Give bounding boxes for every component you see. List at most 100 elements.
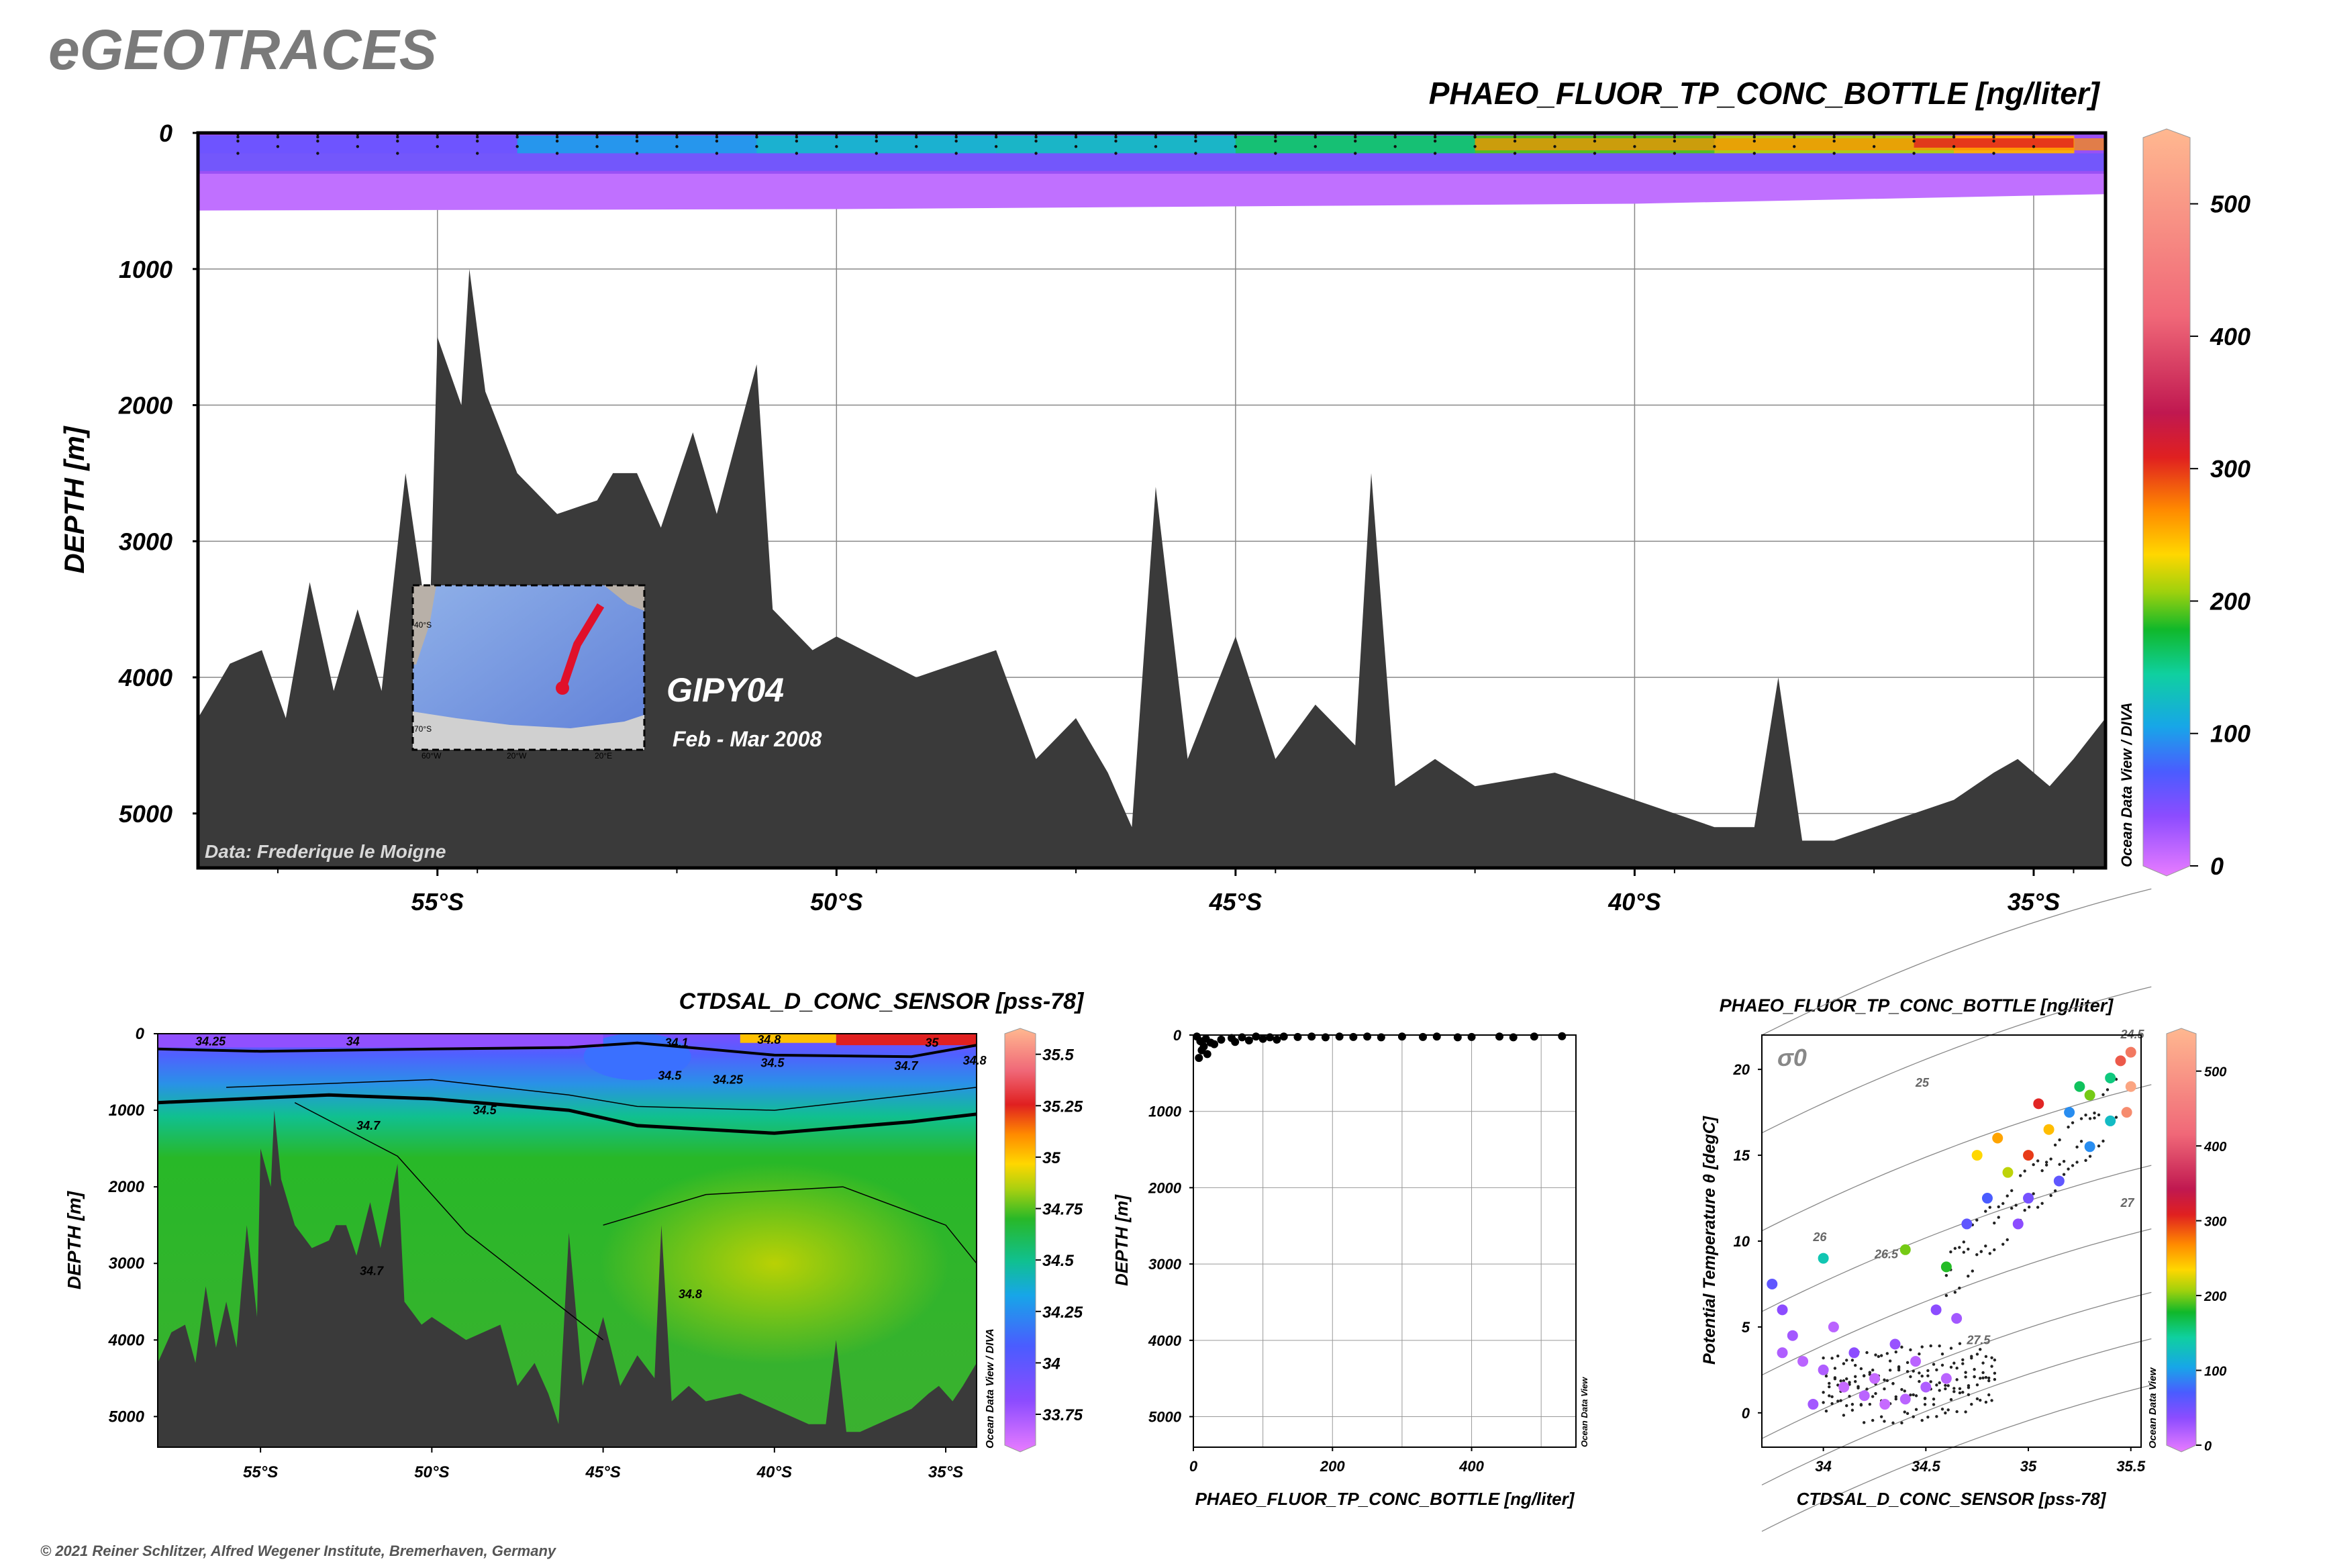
- ts-black-point: [1836, 1400, 1840, 1403]
- ts-black-point: [2040, 1169, 2044, 1173]
- main-x-tick-label-4: 35°S: [2008, 888, 2060, 916]
- ts-black-point: [1824, 1374, 1828, 1378]
- salinity-y-tick-label-4: 4000: [108, 1331, 145, 1349]
- ts-black-point: [2058, 1138, 2061, 1142]
- ts-point-26: [2023, 1193, 2034, 1204]
- ts-black-point: [1903, 1410, 1906, 1414]
- depth-scatter-x-axis-label: PHAEO_FLUOR_TP_CONC_BOTTLE [ng/liter]: [1195, 1489, 1575, 1509]
- ts-x-tick-label-1: 34.5: [1912, 1458, 1941, 1475]
- ts-isopycnal-3: [1761, 1165, 2152, 1312]
- ts-black-point: [1981, 1376, 1985, 1379]
- main-station-sample-37-3: [1713, 145, 1716, 148]
- depth-scatter-point-6: [1217, 1035, 1226, 1044]
- ts-black-point: [1909, 1375, 1912, 1379]
- ts-point-17: [1981, 1193, 1993, 1204]
- ts-black-point: [1888, 1369, 1892, 1372]
- ts-black-point: [2001, 1242, 2005, 1246]
- ts-point-24: [2115, 1055, 2126, 1067]
- main-station-sample-38-2: [1752, 139, 1756, 143]
- main-field-surface-cell-3: [996, 136, 1236, 154]
- ts-isopycnal-0: [1761, 888, 2152, 1036]
- ts-black-point: [1918, 1371, 1921, 1375]
- ts-black-point: [1871, 1395, 1875, 1398]
- main-station-sample-35-1: [1633, 135, 1636, 139]
- main-field-surface-cell-2: [756, 136, 997, 154]
- ts-black-point: [2075, 1161, 2079, 1164]
- main-section-panel: PHAEO_FLUOR_TP_CONC_BOTTLE [ng/liter] 0 1…: [58, 76, 2250, 916]
- inset-map-label-lat-bottom: 70°S: [414, 724, 432, 734]
- main-station-sample-10-2: [635, 139, 639, 143]
- ts-black-point: [1830, 1357, 1834, 1360]
- depth-scatter-point-26: [1530, 1032, 1538, 1041]
- main-station-sample-25-3: [1234, 145, 1238, 148]
- ts-black-point: [1975, 1253, 1979, 1257]
- main-station-sample-35-3: [1633, 145, 1636, 148]
- ts-black-point: [1962, 1240, 1966, 1244]
- ts-black-point: [1975, 1383, 1979, 1387]
- main-station-sample-7-3: [515, 145, 519, 148]
- ts-black-point: [1845, 1359, 1848, 1362]
- ts-black-point: [1926, 1369, 1930, 1373]
- ts-black-point: [1885, 1352, 1889, 1355]
- ts-point-42: [1818, 1253, 1829, 1264]
- depth-scatter-x-tick-label-0: 0: [1189, 1458, 1198, 1475]
- ts-black-point: [1958, 1342, 1962, 1345]
- salinity-contour-label-10: 34.5: [473, 1104, 497, 1117]
- logo-text: eGEOTRACES: [48, 18, 437, 81]
- ts-point-41: [2121, 1107, 2132, 1118]
- ts-point-40: [2125, 1081, 2136, 1092]
- depth-scatter-y-tick-label-0: 0: [1173, 1027, 1182, 1044]
- ts-black-point: [1958, 1387, 1962, 1391]
- ts-black-point: [2114, 1116, 2118, 1119]
- ts-black-point: [1997, 1216, 2000, 1219]
- ts-point-21: [2064, 1107, 2075, 1118]
- ts-black-point: [2032, 1163, 2035, 1167]
- ts-black-point: [2036, 1159, 2040, 1163]
- ts-point-37: [1869, 1373, 1880, 1384]
- main-station-sample-5-1: [436, 135, 439, 139]
- salinity-x-axis: 55°S 50°S 45°S 40°S 35°S: [243, 1447, 963, 1481]
- ts-black-point: [1988, 1206, 1991, 1209]
- ts-point-4: [1818, 1364, 1829, 1375]
- salinity-contour-34: [157, 1041, 977, 1059]
- ts-black-point: [2071, 1121, 2075, 1124]
- ts-black-point: [2084, 1114, 2087, 1117]
- ts-point-33: [2033, 1098, 2044, 1110]
- ts-point-12: [1848, 1347, 1860, 1359]
- ts-black-point: [1961, 1362, 1965, 1365]
- ts-black-point: [1949, 1346, 1953, 1350]
- main-station-sample-28-2: [1354, 139, 1357, 143]
- main-color-field: [198, 133, 2106, 211]
- ts-black-point: [1883, 1420, 1886, 1423]
- main-station-sample-32-1: [1513, 135, 1517, 139]
- salinity-contour-label-12: 34.7: [360, 1265, 384, 1278]
- ts-y-tick-label-0: 0: [1742, 1405, 1750, 1422]
- ts-black-point: [2101, 1093, 2105, 1096]
- main-station-sample-13-3: [755, 145, 758, 148]
- ts-point-32: [1971, 1150, 1983, 1161]
- ts-black-point: [1877, 1355, 1881, 1359]
- main-station-sample-44-1: [1992, 135, 1995, 139]
- ts-black-point: [1923, 1403, 1927, 1406]
- ts-black-point: [1970, 1357, 1973, 1360]
- ts-black-point: [1979, 1398, 1982, 1402]
- main-station-sample-44-2: [1992, 139, 1995, 143]
- ts-black-point: [1848, 1381, 1851, 1384]
- ts-y-tick-label-4: 20: [1733, 1061, 1750, 1078]
- ts-black-point: [1964, 1410, 1967, 1414]
- ts-point-20: [2043, 1124, 2054, 1135]
- ts-black-point: [1900, 1387, 1903, 1391]
- inset-map-south-america: [413, 585, 436, 665]
- ts-black-point: [2101, 1139, 2105, 1143]
- ts-black-point: [2053, 1189, 2057, 1193]
- ts-black-point: [2023, 1169, 2026, 1173]
- depth-scatter-y-tick-label-2: 2000: [1148, 1179, 1182, 1196]
- ts-isopycnal-label-1: 25: [1915, 1076, 1930, 1089]
- depth-scatter-point-29: [1210, 1040, 1219, 1048]
- main-y-tick-label-3: 3000: [119, 528, 172, 555]
- salinity-contour-label-3: 34.8: [757, 1033, 781, 1046]
- main-station-sample-42-2: [1912, 139, 1916, 143]
- ts-x-axis: 34 34.5 35 35.5: [1815, 1447, 2146, 1475]
- depth-scatter-y-tick-label-4: 4000: [1148, 1332, 1182, 1349]
- ts-black-point: [1822, 1401, 1825, 1404]
